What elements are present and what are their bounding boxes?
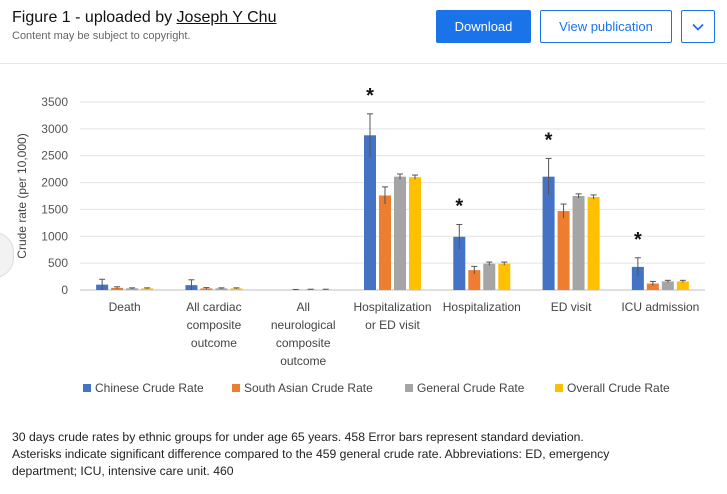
legend-swatch xyxy=(232,384,240,392)
y-tick-label: 1500 xyxy=(41,202,68,216)
legend-label: Chinese Crude Rate xyxy=(95,381,204,395)
legend-swatch xyxy=(555,384,563,392)
x-tick-label: composite xyxy=(276,336,331,350)
x-tick-label: outcome xyxy=(191,336,237,350)
x-tick-label: All cardiac xyxy=(186,300,241,314)
y-tick-label: 1000 xyxy=(41,229,68,243)
bar xyxy=(126,288,139,290)
bar xyxy=(661,281,674,290)
x-tick-label: All xyxy=(297,300,310,314)
caption-line: Asterisks indicate significant differenc… xyxy=(12,447,610,461)
x-tick-label: or ED visit xyxy=(365,318,420,332)
bar xyxy=(215,288,228,290)
y-tick-label: 2500 xyxy=(41,149,68,163)
figure-label: Figure 1 - uploaded by xyxy=(12,9,177,26)
caption-line: department; ICU, intensive care unit. 46… xyxy=(12,464,234,478)
bar-chart: 0 500 1000 1500 2000 2500 3000 3500 Crude rate (… xyxy=(15,85,705,395)
bar xyxy=(631,266,644,290)
more-options-button[interactable] xyxy=(681,10,715,43)
significance-asterisk: * xyxy=(455,195,463,217)
bar xyxy=(409,177,421,290)
legend-label: Overall Crude Rate xyxy=(567,381,670,395)
bar xyxy=(364,135,376,290)
significance-asterisk: * xyxy=(545,129,553,151)
bar xyxy=(587,197,600,290)
bar xyxy=(453,236,466,290)
x-tick-label: Hospitalization xyxy=(443,300,521,314)
chart: 0 500 1000 1500 2000 2500 3000 3500 Crude rate (… xyxy=(0,64,727,414)
bar xyxy=(498,263,511,290)
bar xyxy=(646,283,659,290)
bar xyxy=(483,263,496,290)
y-tick-label: 2000 xyxy=(41,176,68,190)
bar xyxy=(572,196,585,290)
y-tick-label: 3500 xyxy=(41,95,68,109)
significance-asterisk: * xyxy=(634,229,642,251)
bar xyxy=(304,289,317,290)
legend-swatch xyxy=(83,384,91,392)
bar xyxy=(394,176,406,290)
x-tick-label: composite xyxy=(187,318,242,332)
caption-line: 30 days crude rates by ethnic groups for… xyxy=(12,430,584,444)
figure-caption: 30 days crude rates by ethnic groups for… xyxy=(12,429,717,480)
bar xyxy=(557,211,570,290)
bar xyxy=(141,288,154,290)
author-link[interactable]: Joseph Y Chu xyxy=(176,9,277,26)
bar xyxy=(468,270,481,290)
copyright-notice: Content may be subject to copyright. xyxy=(12,30,191,42)
bar xyxy=(230,288,243,290)
significance-asterisk: * xyxy=(366,85,374,107)
x-tick-label: outcome xyxy=(280,354,326,368)
x-tick-label: ICU admission xyxy=(621,300,699,314)
y-tick-label: 3000 xyxy=(41,122,68,136)
y-tick-label: 500 xyxy=(48,256,68,270)
x-tick-label: Hospitalization xyxy=(353,300,431,314)
bar xyxy=(319,289,332,290)
download-button[interactable]: Download xyxy=(436,10,531,43)
x-tick-label: Death xyxy=(109,300,141,314)
figure-header: Figure 1 - uploaded by Joseph Y Chu Cont… xyxy=(0,0,727,64)
legend-label: South Asian Crude Rate xyxy=(244,381,373,395)
legend-label: General Crude Rate xyxy=(417,381,525,395)
x-tick-label: ED visit xyxy=(551,300,592,314)
y-axis-label: Crude rate (per 10,000) xyxy=(15,133,29,258)
bar xyxy=(676,281,689,290)
legend-swatch xyxy=(405,384,413,392)
chevron-down-icon xyxy=(692,23,704,31)
view-publication-button[interactable]: View publication xyxy=(540,10,672,43)
x-tick-label: neurological xyxy=(271,318,336,332)
bar xyxy=(542,176,555,290)
figure-title: Figure 1 - uploaded by Joseph Y Chu xyxy=(12,9,276,27)
bar xyxy=(379,195,391,290)
y-tick-label: 0 xyxy=(61,283,68,297)
